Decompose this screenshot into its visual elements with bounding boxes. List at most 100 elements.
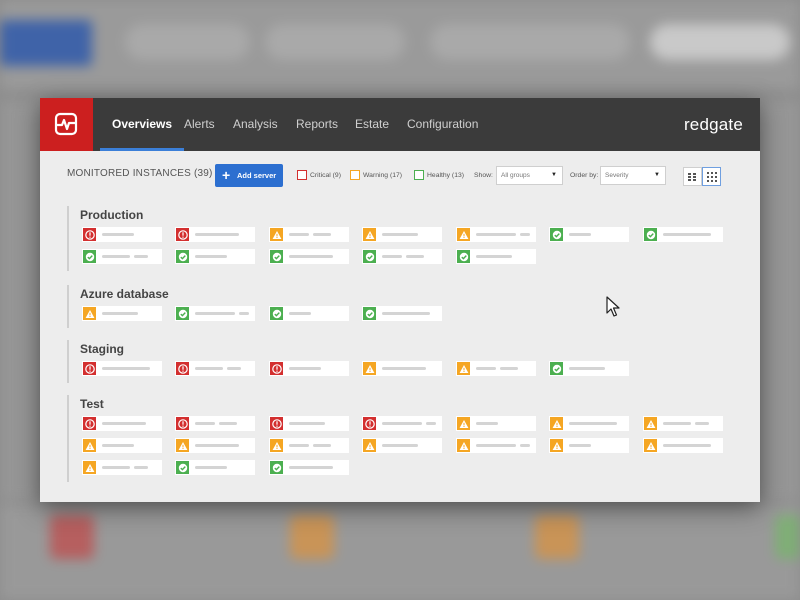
order-by-select[interactable]: Severity ▼ xyxy=(600,166,666,185)
filter-warning[interactable]: Warning (17) xyxy=(350,170,402,182)
add-server-button[interactable]: + Add server xyxy=(215,164,283,187)
server-card[interactable] xyxy=(362,438,442,453)
server-card[interactable] xyxy=(456,249,536,264)
server-name-placeholder xyxy=(520,444,530,447)
healthy-check-icon xyxy=(176,461,189,474)
filter-healthy[interactable]: Healthy (13) xyxy=(414,170,464,182)
server-name-placeholder xyxy=(663,444,711,447)
grid-view-button[interactable] xyxy=(702,167,721,186)
server-card[interactable] xyxy=(82,227,162,242)
server-card[interactable] xyxy=(456,361,536,376)
server-name-placeholder xyxy=(102,255,130,258)
healthy-check-icon xyxy=(550,362,563,375)
list-view-button[interactable] xyxy=(683,167,702,186)
server-card[interactable] xyxy=(269,438,349,453)
server-card[interactable] xyxy=(549,438,629,453)
app-logo[interactable] xyxy=(40,98,93,151)
pulse-icon xyxy=(54,112,78,136)
healthy-check-icon xyxy=(176,250,189,263)
server-card[interactable] xyxy=(82,438,162,453)
server-card[interactable] xyxy=(362,249,442,264)
server-card[interactable] xyxy=(82,361,162,376)
group-title[interactable]: Production xyxy=(80,208,144,222)
add-server-label: Add server xyxy=(237,171,277,180)
critical-icon xyxy=(176,228,189,241)
warning-icon xyxy=(644,439,657,452)
caret-down-icon: ▼ xyxy=(654,172,660,178)
server-card[interactable] xyxy=(456,438,536,453)
tab-analysis[interactable]: Analysis xyxy=(233,117,278,131)
server-card[interactable] xyxy=(82,249,162,264)
server-name-placeholder xyxy=(195,422,215,425)
server-name-placeholder xyxy=(663,422,691,425)
caret-down-icon: ▼ xyxy=(551,172,557,178)
server-card[interactable] xyxy=(456,227,536,242)
server-card[interactable] xyxy=(82,460,162,475)
server-name-placeholder xyxy=(289,255,333,258)
healthy-check-icon xyxy=(550,228,563,241)
warning-icon xyxy=(83,439,96,452)
group-title[interactable]: Test xyxy=(80,397,104,411)
warning-icon xyxy=(176,439,189,452)
tab-overviews[interactable]: Overviews xyxy=(100,98,185,151)
server-card[interactable] xyxy=(175,306,255,321)
server-card[interactable] xyxy=(269,227,349,242)
server-card[interactable] xyxy=(456,416,536,431)
warning-icon xyxy=(270,439,283,452)
server-card[interactable] xyxy=(549,416,629,431)
server-name-placeholder xyxy=(195,466,227,469)
server-card[interactable] xyxy=(643,416,723,431)
server-card[interactable] xyxy=(362,361,442,376)
tab-alerts[interactable]: Alerts xyxy=(184,117,215,131)
tab-configuration[interactable]: Configuration xyxy=(407,117,479,131)
server-card[interactable] xyxy=(269,460,349,475)
server-card[interactable] xyxy=(549,227,629,242)
server-name-placeholder xyxy=(426,422,436,425)
server-name-placeholder xyxy=(476,233,516,236)
server-name-placeholder xyxy=(695,422,709,425)
mouse-cursor-icon xyxy=(606,296,620,317)
server-card[interactable] xyxy=(175,361,255,376)
tab-reports[interactable]: Reports xyxy=(296,117,339,131)
healthy-check-icon xyxy=(363,307,376,320)
server-card[interactable] xyxy=(269,361,349,376)
server-card[interactable] xyxy=(269,306,349,321)
server-card[interactable] xyxy=(362,227,442,242)
server-card[interactable] xyxy=(269,249,349,264)
server-card[interactable] xyxy=(82,416,162,431)
server-card[interactable] xyxy=(82,306,162,321)
server-card[interactable] xyxy=(362,416,442,431)
server-name-placeholder xyxy=(289,422,325,425)
warning-checkbox[interactable] xyxy=(350,170,360,181)
server-card[interactable] xyxy=(175,438,255,453)
show-groups-select[interactable]: All groups ▼ xyxy=(496,166,563,185)
server-card[interactable] xyxy=(175,227,255,242)
critical-icon xyxy=(270,417,283,430)
server-card[interactable] xyxy=(175,460,255,475)
server-name-placeholder xyxy=(239,312,249,315)
server-group: Staging xyxy=(67,340,757,383)
server-card[interactable] xyxy=(643,227,723,242)
critical-checkbox[interactable] xyxy=(297,170,307,181)
server-card[interactable] xyxy=(362,306,442,321)
warning-icon xyxy=(550,417,563,430)
critical-icon xyxy=(83,362,96,375)
server-card[interactable] xyxy=(175,416,255,431)
group-title[interactable]: Azure database xyxy=(80,287,169,301)
server-card[interactable] xyxy=(549,361,629,376)
server-card[interactable] xyxy=(269,416,349,431)
healthy-checkbox[interactable] xyxy=(414,170,424,181)
filter-critical[interactable]: Critical (9) xyxy=(297,170,341,182)
server-name-placeholder xyxy=(289,466,333,469)
warning-icon xyxy=(83,461,96,474)
order-by-label: Order by: xyxy=(570,172,599,179)
healthy-check-icon xyxy=(270,307,283,320)
server-name-placeholder xyxy=(500,367,518,370)
group-title[interactable]: Staging xyxy=(80,342,124,356)
server-card[interactable] xyxy=(643,438,723,453)
server-name-placeholder xyxy=(382,255,402,258)
tab-estate[interactable]: Estate xyxy=(355,117,390,131)
server-card[interactable] xyxy=(175,249,255,264)
critical-icon xyxy=(363,417,376,430)
